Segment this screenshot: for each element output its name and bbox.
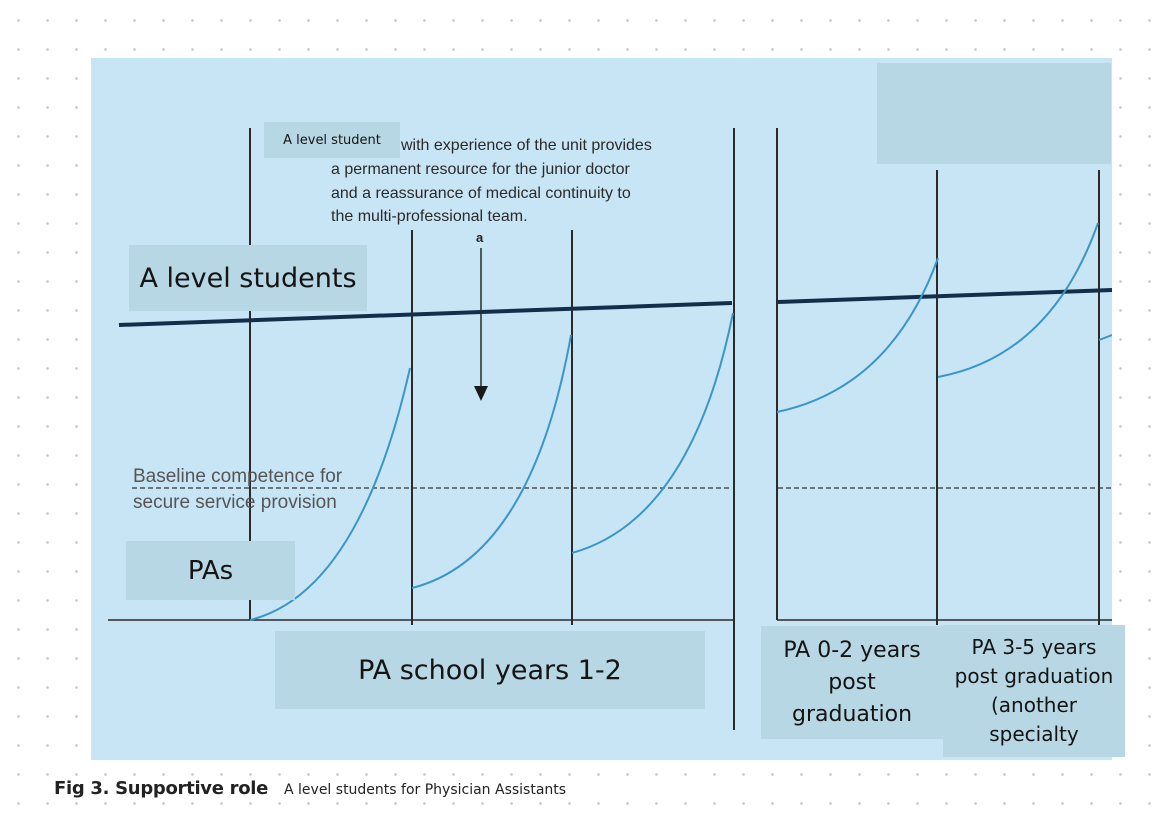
overlay-pa-3-5-line: specialty xyxy=(989,722,1079,746)
overlay-blank xyxy=(877,63,1111,164)
explanatory-text-line: with experience of the unit provides xyxy=(400,137,652,154)
overlay-pa-3-5: PA 3-5 years post graduation (another sp… xyxy=(943,625,1125,757)
overlay-pa-school: PA school years 1-2 xyxy=(275,631,705,709)
overlay-a-level-students: A level students xyxy=(129,245,367,311)
overlay-a-level-student-text: A level student xyxy=(283,132,381,148)
competence-curve xyxy=(776,257,939,413)
overlay-a-level-student: A level student xyxy=(264,122,400,158)
competence-curve xyxy=(249,367,411,621)
competence-curve xyxy=(1098,334,1112,341)
overlay-pa-3-5-line: (another xyxy=(990,693,1077,717)
overlay-pa-3-5-line: PA 3-5 years xyxy=(971,635,1097,659)
arrow-label: a xyxy=(476,230,484,245)
overlay-pa-0-2: PA 0-2 years post graduation xyxy=(761,626,943,739)
explanatory-text-line: and a reassurance of medical continuity … xyxy=(331,185,631,202)
overlay-a-level-students-text: A level students xyxy=(139,262,357,294)
competence-curve xyxy=(571,312,734,554)
caption-mask xyxy=(601,786,1111,800)
baseline-label-line: Baseline competence for xyxy=(133,466,343,487)
reference-line-left xyxy=(118,301,733,327)
explanatory-text-line: the multi-professional team. xyxy=(331,208,528,225)
arrow-head-icon xyxy=(474,386,488,401)
overlay-pas: PAs xyxy=(126,541,295,600)
figure-caption-bold: Fig 3. Supportive role xyxy=(54,778,269,799)
overlay-pa-school-text: PA school years 1-2 xyxy=(358,654,622,686)
overlay-pa-0-2-line: graduation xyxy=(791,701,913,727)
figure-caption-text: A level students for Physician Assistant… xyxy=(284,782,567,798)
competence-curve xyxy=(411,334,572,589)
overlay-pa-3-5-line: post graduation xyxy=(954,664,1114,688)
competence-curve xyxy=(937,222,1099,378)
overlay-pas-text: PAs xyxy=(187,555,234,586)
baseline-label-line: secure service provision xyxy=(133,492,337,513)
overlay-pa-0-2-line: PA 0-2 years xyxy=(783,637,921,663)
competence-diagram: a with experience of the unit provides a… xyxy=(108,128,1112,730)
explanatory-text-line: a permanent resource for the junior doct… xyxy=(331,161,631,178)
reference-line-right xyxy=(777,288,1112,304)
overlay-pa-0-2-line: post xyxy=(828,669,876,695)
